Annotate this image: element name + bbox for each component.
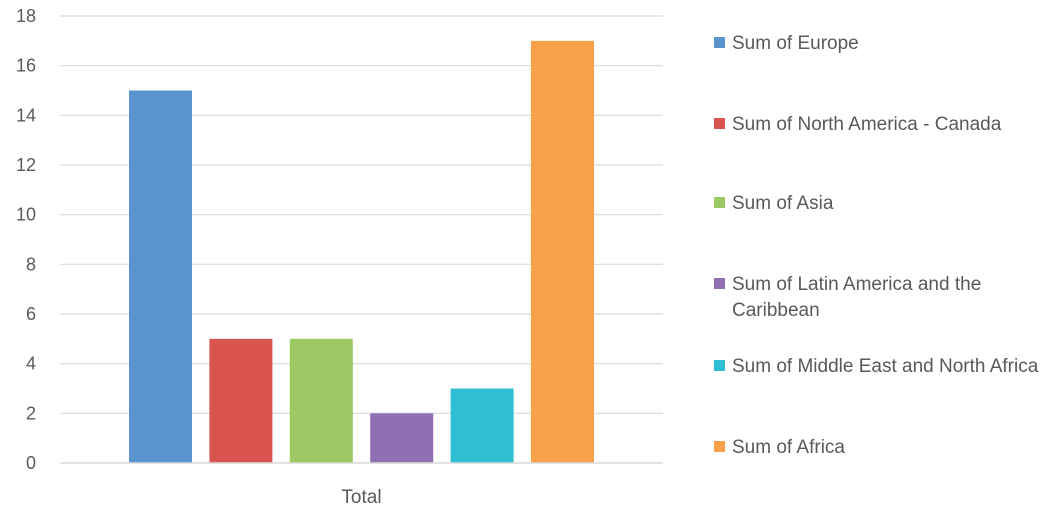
legend-item-europe: Sum of Europe bbox=[714, 31, 1044, 57]
y-tick-label: 0 bbox=[26, 453, 36, 473]
bar-asia bbox=[289, 338, 353, 463]
y-tick-label: 16 bbox=[16, 56, 36, 76]
legend-swatch-latin-america-caribbean bbox=[714, 278, 725, 289]
y-tick-label: 8 bbox=[26, 254, 36, 274]
bar-middle-east-and-north-africa bbox=[450, 388, 514, 463]
legend-item-africa: Sum of Africa bbox=[714, 435, 1044, 461]
legend-swatch-asia bbox=[714, 197, 725, 208]
bar-africa bbox=[531, 40, 594, 463]
bar-latin-america-and-the-caribbean bbox=[370, 413, 434, 463]
y-axis-tick-labels: 0 2 4 6 8 10 12 14 16 18 bbox=[16, 6, 36, 473]
category-label: Total bbox=[341, 487, 381, 508]
bar-europe bbox=[129, 90, 192, 463]
legend-item-asia: Sum of Asia bbox=[714, 191, 1044, 217]
legend-label-europe: Sum of Europe bbox=[732, 33, 859, 54]
y-tick-label: 18 bbox=[16, 6, 36, 26]
legend-label-middle-east-north-africa: Sum of Middle East and North Africa bbox=[732, 356, 1039, 377]
legend-swatch-africa bbox=[714, 441, 725, 452]
legend-item-latin-america-caribbean: Sum of Latin America and the Caribbean bbox=[714, 272, 1044, 324]
y-tick-label: 4 bbox=[26, 354, 36, 374]
y-tick-label: 12 bbox=[16, 155, 36, 175]
legend-swatch-middle-east-north-africa bbox=[714, 360, 725, 371]
y-tick-label: 10 bbox=[16, 205, 36, 225]
legend-swatch-europe bbox=[714, 37, 725, 48]
legend-item-north-america-canada: Sum of North America - Canada bbox=[714, 112, 1044, 138]
y-tick-label: 14 bbox=[16, 105, 36, 125]
bars bbox=[129, 40, 594, 463]
legend-swatch-north-america-canada bbox=[714, 118, 725, 129]
legend-label-latin-america-caribbean: Sum of Latin America and the Caribbean bbox=[732, 274, 982, 321]
legend: Sum of Europe Sum of North America - Can… bbox=[714, 0, 1044, 509]
legend-label-asia: Sum of Asia bbox=[732, 193, 834, 214]
legend-label-africa: Sum of Africa bbox=[732, 437, 845, 458]
bar-chart: 0 2 4 6 8 10 12 14 16 18 Total bbox=[16, 6, 663, 508]
legend-label-north-america-canada: Sum of North America - Canada bbox=[732, 114, 1002, 135]
bar-north-america-canada bbox=[209, 338, 273, 463]
legend-item-middle-east-north-africa: Sum of Middle East and North Africa bbox=[714, 354, 1044, 380]
y-tick-label: 2 bbox=[26, 403, 36, 423]
y-tick-label: 6 bbox=[26, 304, 36, 324]
